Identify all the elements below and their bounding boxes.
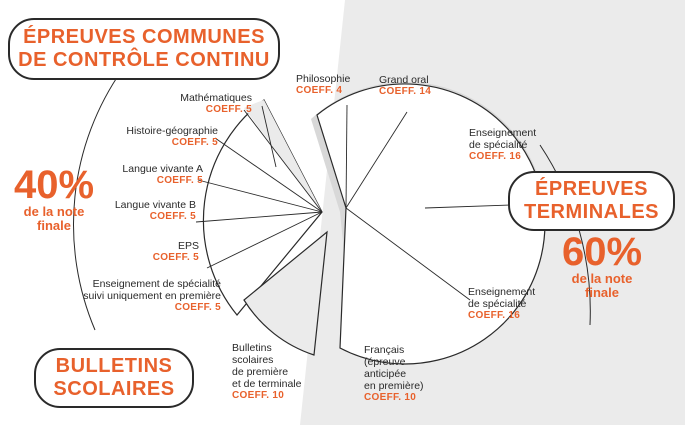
bulletins-sector (243, 230, 328, 356)
maths-slice (244, 100, 322, 212)
label-report-cards: Bulletins scolaires de première et de te… (232, 342, 302, 401)
label-grand-oral: Grand oral COEFF. 14 (379, 74, 432, 97)
terminal-exams-share: 60% de la note finale (561, 230, 643, 300)
left-bracket-arc (72, 69, 123, 331)
label-philosophy: Philosophie COEFF. 4 (296, 73, 351, 96)
label-speciality-1: Enseignement de spécialité COEFF. 16 (469, 127, 537, 162)
continuous-assessment-sector (202, 99, 323, 316)
terminal-exams-pointer (424, 204, 511, 209)
maths-pointer (261, 105, 277, 168)
terminal-exams-dividers (345, 104, 471, 301)
label-speciality-premiere: Enseignement de spécialité suivi uniquem… (83, 278, 221, 313)
continuous-assessment-dividers (195, 109, 323, 269)
label-speciality-2: Enseignement de spécialité COEFF. 16 (468, 286, 536, 321)
right-bracket-arc (539, 144, 591, 326)
continuous-assessment-share: 40% de la note finale (13, 163, 95, 233)
terminal-exams-title: ÉPREUVES TERMINALES (508, 171, 675, 231)
label-eps: EPS COEFF. 5 (152, 240, 199, 263)
label-history-geography: Histoire-géographie COEFF. 5 (126, 125, 218, 148)
report-cards-title: BULLETINS SCOLAIRES (34, 348, 194, 408)
label-language-b: Langue vivante B COEFF. 5 (114, 199, 196, 222)
label-language-a: Langue vivante A COEFF. 5 (122, 163, 203, 186)
label-maths: Mathématiques COEFF. 5 (180, 92, 252, 115)
continuous-assessment-title: ÉPREUVES COMMUNES DE CONTRÔLE CONTINU (8, 18, 280, 80)
label-french: Français (épreuve anticipée en première)… (364, 344, 424, 403)
